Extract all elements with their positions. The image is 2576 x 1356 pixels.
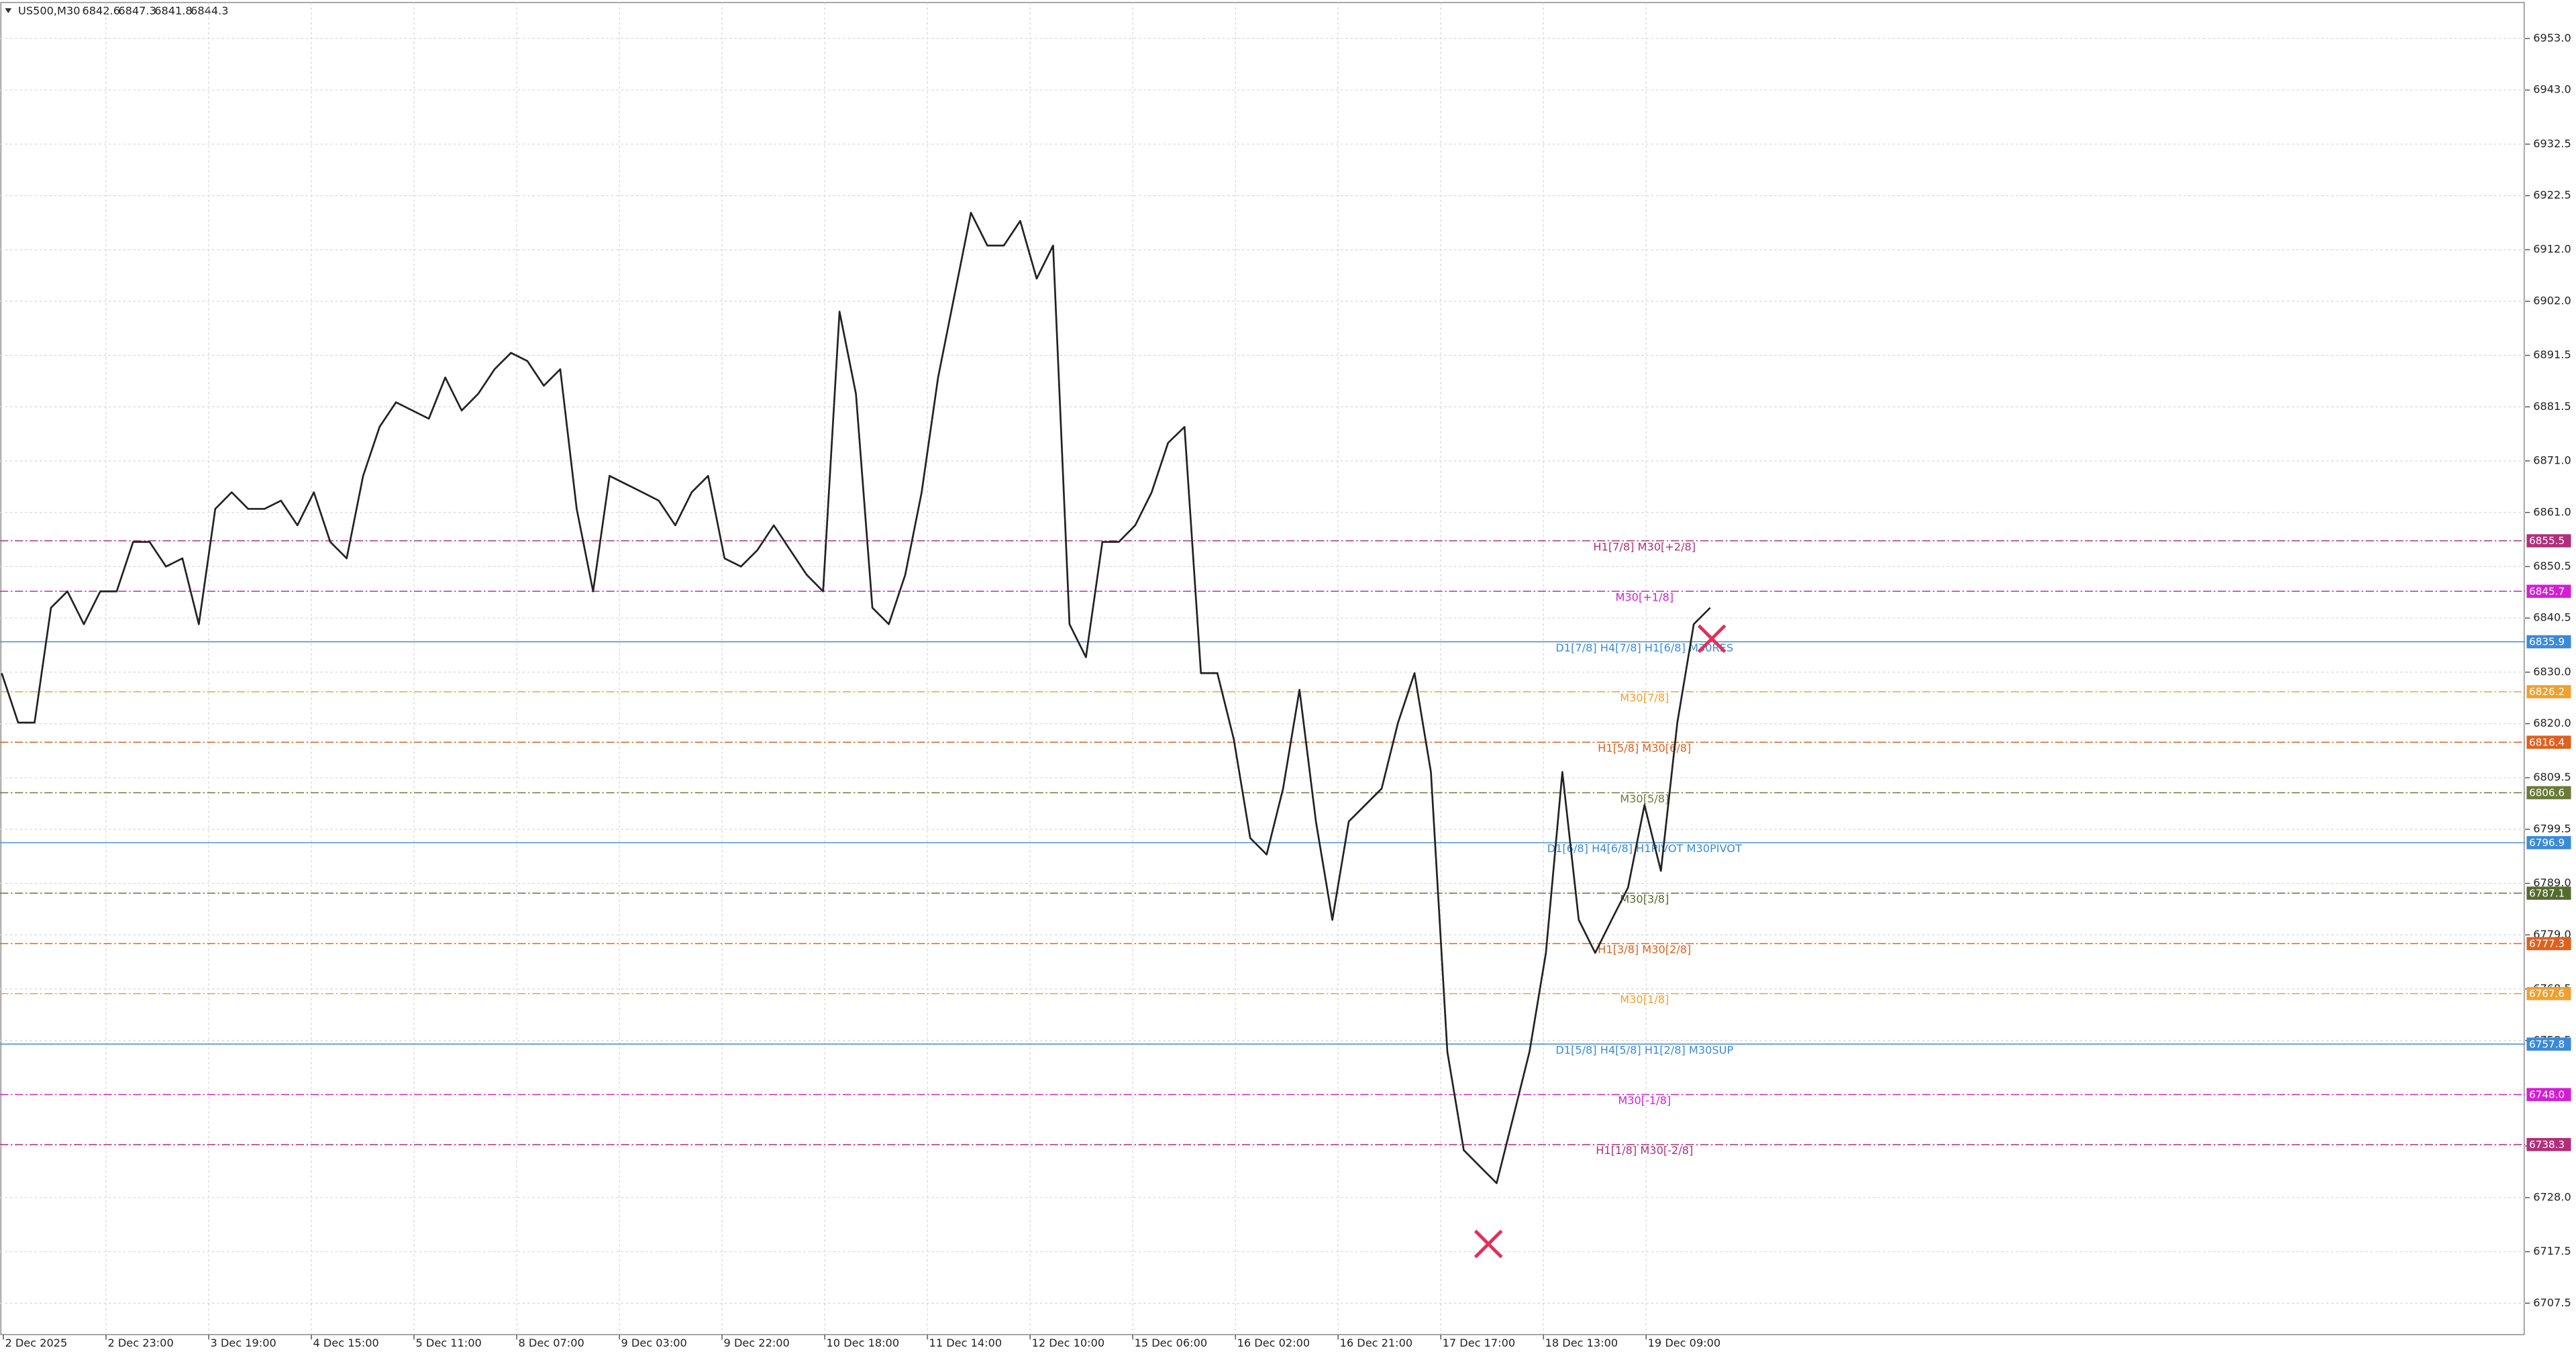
y-tick-label: 6820.0 [2533,717,2571,729]
x-tick-label: 12 Dec 10:00 [1032,1337,1105,1349]
price-tag-label: 6787.1 [2529,887,2565,899]
signal-cross [1697,624,1727,654]
level-label: H1[3/8] M30[2/8] [1598,943,1691,956]
price-tag [2526,1088,2571,1102]
price-tag-label: 6855.5 [2529,535,2565,547]
price-tag-label: 6777.3 [2529,938,2565,950]
x-tick-label: 16 Dec 02:00 [1237,1337,1310,1349]
plot-frame [0,1,2525,1335]
price-tag [2526,836,2571,849]
y-tick-label: 6953.0 [2533,32,2571,44]
x-tick-label: 19 Dec 09:00 [1648,1337,1721,1349]
ohlc-value: 6847.3 [118,5,156,17]
level-label: M30[5/8] [1620,792,1669,805]
price-tag [2526,1037,2571,1051]
x-tick-label: 5 Dec 11:00 [415,1337,481,1349]
price-tag [2526,584,2571,598]
x-tick-label: 10 Dec 18:00 [827,1337,900,1349]
level-label: M30[7/8] [1620,691,1669,704]
level-label: M30[+1/8] [1615,591,1673,604]
price-tag-label: 6835.9 [2529,636,2565,648]
ohlc-value: 6844.3 [191,5,228,17]
ohlc-value: 6842.6 [83,5,120,17]
price-tag-label: 6767.6 [2529,988,2565,1000]
y-tick-label: 6728.0 [2533,1190,2571,1203]
price-tag-label: 6806.6 [2529,787,2565,799]
level-label: D1[5/8] H4[5/8] H1[2/8] M30SUP [1555,1043,1733,1056]
level-label: M30[-1/8] [1618,1094,1671,1107]
price-tag-label: 6826.2 [2529,686,2565,698]
price-tag-label: 6738.3 [2529,1139,2565,1151]
x-tick-label: 9 Dec 22:00 [724,1337,790,1349]
price-tag [2526,735,2571,749]
y-tick-label: 6707.5 [2533,1296,2571,1309]
price-tag [2526,534,2571,547]
price-tag [2526,987,2571,1000]
y-tick-label: 6861.0 [2533,505,2571,518]
symbol: US500,M30 [18,5,80,17]
y-tick-label: 6717.5 [2533,1245,2571,1257]
price-line [1,211,1711,1184]
x-tick-label: 4 Dec 15:00 [313,1337,378,1349]
y-tick-label: 6881.5 [2533,400,2571,413]
x-tick-label: 2 Dec 2025 [5,1337,67,1349]
price-tag [2526,937,2571,951]
price-tag-label: 6748.0 [2529,1089,2565,1101]
price-tag-label: 6757.8 [2529,1038,2565,1050]
x-tick-label: 3 Dec 19:00 [210,1337,276,1349]
level-label: H1[1/8] M30[-2/8] [1596,1144,1693,1157]
y-tick-label: 6902.0 [2533,294,2571,307]
x-tick-label: 18 Dec 13:00 [1545,1337,1618,1349]
x-tick-label: 15 Dec 06:00 [1135,1337,1208,1349]
y-tick-label: 6891.5 [2533,348,2571,361]
x-tick-label: 11 Dec 14:00 [929,1337,1002,1349]
price-tag-label: 6845.7 [2529,585,2565,597]
price-tag [2526,685,2571,698]
price-tag [2526,1138,2571,1151]
signal-cross [1474,1229,1503,1259]
y-tick-label: 6850.5 [2533,560,2571,572]
x-tick-label: 8 Dec 07:00 [519,1337,584,1349]
y-tick-label: 6809.5 [2533,771,2571,784]
price-tag [2526,786,2571,800]
price-tag-label: 6816.4 [2529,736,2565,748]
price-tag [2526,635,2571,649]
level-label: D1[6/8] H4[6/8] H1PIVOT M30PIVOT [1547,842,1742,855]
x-tick-label: 2 Dec 23:00 [107,1337,173,1349]
level-label: M30[3/8] [1620,892,1669,905]
level-label: M30[1/8] [1620,993,1669,1006]
ohlc-value: 6841.8 [154,5,192,17]
price-tag [2526,886,2571,900]
y-tick-label: 6912.0 [2533,243,2571,256]
x-tick-label: 16 Dec 21:00 [1340,1337,1413,1349]
level-label: H1[7/8] M30[+2/8] [1593,540,1696,553]
y-tick-label: 6922.5 [2533,189,2571,201]
menu-arrow[interactable] [5,8,12,13]
x-tick-label: 9 Dec 03:00 [621,1337,687,1349]
y-tick-label: 6789.0 [2533,876,2571,889]
y-tick-label: 6830.0 [2533,665,2571,678]
x-tick-label: 17 Dec 17:00 [1443,1337,1516,1349]
y-tick-label: 6871.0 [2533,454,2571,467]
y-tick-label: 6840.5 [2533,611,2571,624]
level-label: H1[5/8] M30[6/8] [1598,742,1691,755]
price-tag-label: 6796.9 [2529,837,2565,849]
y-tick-label: 6943.0 [2533,83,2571,96]
y-tick-label: 6932.5 [2533,137,2571,150]
y-tick-label: 6799.5 [2533,822,2571,835]
